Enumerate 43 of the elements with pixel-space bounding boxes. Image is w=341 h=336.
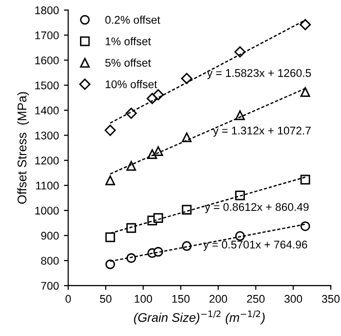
point [181, 72, 192, 84]
point [300, 19, 311, 30]
legend-label: 10% offset [106, 80, 158, 88]
point [300, 87, 310, 97]
y-tick-label: 1200 [35, 156, 59, 164]
x-tick-label: 100 [134, 294, 152, 303]
y-tick-label: 1000 [35, 206, 59, 215]
x-tick-label: 200 [210, 294, 228, 303]
annotation: y = 1.5823x + 1260.5 [207, 69, 311, 80]
point [235, 190, 245, 200]
y-tick-label: 700 [41, 282, 59, 290]
x-tick-label: 0 [66, 294, 71, 303]
point [105, 176, 116, 186]
point [300, 221, 310, 232]
x-tick-label: 350 [322, 294, 340, 303]
legend-label: 1% offset [106, 37, 151, 46]
y-tick-label: 1800 [35, 6, 59, 14]
x-tick-label: 50 [100, 294, 112, 303]
y-tick-label: 1700 [35, 31, 59, 40]
y-tick-label: 1100 [36, 182, 59, 190]
point [126, 253, 136, 263]
y-tick-label: 1500 [35, 81, 59, 90]
y-axis-title: Offset Stress (MPa) [17, 92, 29, 204]
point [300, 174, 310, 185]
annotation: y = 1.312x + 1072.7 [213, 126, 311, 137]
point [105, 232, 116, 242]
point [126, 161, 136, 171]
legend-label: 0.2% offset [105, 16, 160, 24]
point [105, 259, 116, 270]
y-tick-label: 900 [41, 232, 59, 240]
x-axis-title: (Grain Size)$^{−1/2}$ (m$^{−1/2}$) [134, 310, 265, 324]
point [104, 124, 116, 136]
x-tick-label: 250 [247, 294, 265, 303]
annotation: y = 0.8612x + 860.49 [204, 203, 309, 214]
y-tick-label: 1600 [35, 56, 59, 64]
x-tick-label: 150 [172, 294, 190, 303]
x-tick-label: 300 [284, 294, 302, 303]
legend-label: 5% offset [105, 58, 151, 67]
y-tick-label: 1400 [35, 106, 59, 114]
y-tick-label: 1300 [35, 132, 59, 140]
point [152, 89, 164, 100]
point [153, 213, 164, 223]
y-tick-label: 800 [41, 256, 59, 265]
